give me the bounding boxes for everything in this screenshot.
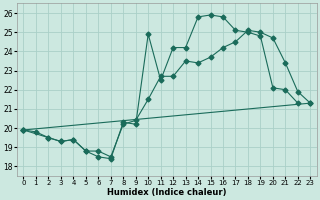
- X-axis label: Humidex (Indice chaleur): Humidex (Indice chaleur): [107, 188, 227, 197]
